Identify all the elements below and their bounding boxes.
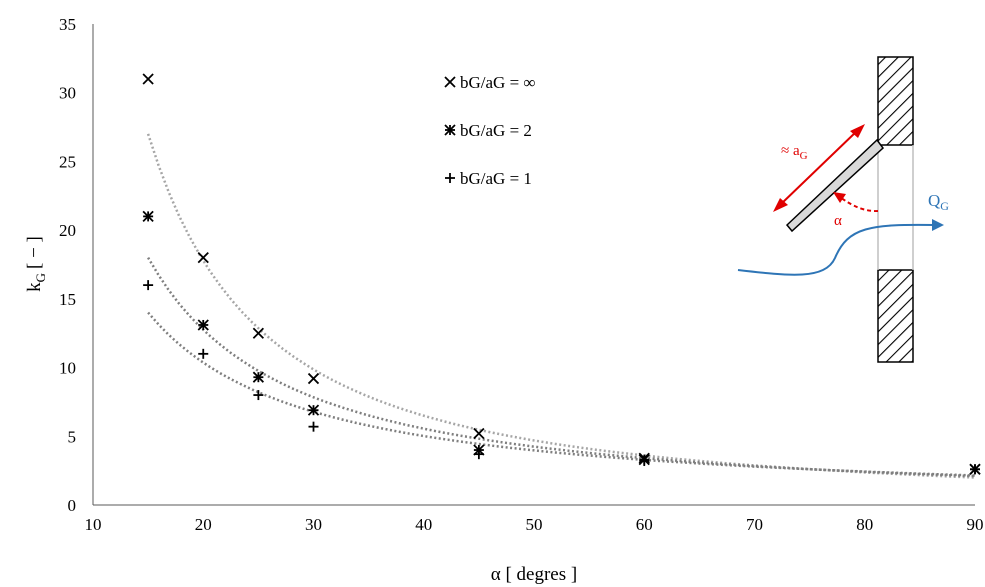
data-point-asterisk: [307, 404, 320, 416]
trendlines: [146, 133, 976, 479]
x-tick-label: 20: [195, 515, 212, 534]
data-point-x: [252, 327, 265, 339]
x-tick-label: 40: [415, 515, 432, 534]
angle-label: α: [834, 213, 842, 229]
data-point-x: [473, 427, 485, 440]
data-point-asterisk: [142, 210, 154, 223]
data-point-plus: [473, 449, 484, 460]
y-axis-label-main: k: [24, 282, 45, 292]
y-axis-label-sub: G: [33, 273, 48, 282]
legend-label-series-2: bG/aG = 2: [460, 121, 532, 140]
data-point-x: [307, 372, 320, 385]
legend-marker: [445, 173, 455, 183]
y-tick-label: 10: [59, 359, 76, 378]
legend: bG/aG = ∞ bG/aG = 2 bG/aG = 1: [444, 73, 536, 188]
angle-arrowhead: [833, 192, 846, 203]
y-tick-label: 35: [59, 15, 76, 34]
data-point-x: [142, 73, 154, 85]
data-point-plus: [253, 390, 264, 401]
axes: [92, 24, 975, 506]
data-point-plus: [198, 348, 209, 359]
data-point-plus: [143, 280, 154, 291]
y-axis-label: kG [ − ]: [24, 236, 48, 292]
data-point-asterisk: [197, 319, 209, 331]
upper-wall-block: [877, 56, 914, 146]
length-label: ≈ aG: [781, 143, 808, 162]
length-arrow: [773, 124, 865, 212]
legend-marker-x-icon: [444, 76, 456, 88]
x-axis-label: α [ degres ]: [491, 564, 577, 585]
legend-marker: [444, 76, 456, 88]
legend-item-series-3: bG/aG = 1: [445, 169, 532, 188]
x-tick-label: 50: [526, 515, 543, 534]
legend-marker-plus-icon: [445, 173, 455, 183]
flow-label: QG: [928, 191, 949, 213]
x-tick-label: 80: [856, 515, 873, 534]
legend-label-series-1: bG/aG = ∞: [460, 73, 536, 92]
y-tick-labels: 0 5 10 15 20 25 30 35: [59, 15, 76, 515]
flow-arrowhead: [932, 219, 944, 231]
x-tick-label: 70: [746, 515, 763, 534]
trendline-series-1: [146, 133, 976, 479]
data-point-x: [197, 251, 209, 264]
trendline-series-3: [147, 311, 976, 477]
x-tick-label: 90: [967, 515, 984, 534]
data-point-plus: [639, 456, 650, 467]
data-point-plus: [308, 421, 319, 432]
data-point-plus: [970, 464, 980, 475]
data-markers: [142, 73, 981, 475]
y-tick-label: 30: [59, 84, 76, 103]
legend-marker: [444, 124, 456, 136]
legend-item-series-1: bG/aG = ∞: [444, 73, 536, 92]
x-tick-label: 60: [636, 515, 653, 534]
y-tick-label: 25: [59, 152, 76, 171]
y-axis-label-unit: [ − ]: [24, 236, 45, 269]
flow-arrow: [737, 223, 936, 276]
legend-item-series-2: bG/aG = 2: [444, 121, 532, 140]
lower-wall-block: [877, 269, 914, 363]
angle-arc: [839, 196, 879, 213]
svg-text:kG[ − ]: kG [ − ]: [24, 236, 48, 292]
legend-marker-asterisk-icon: [444, 124, 456, 136]
trendline-series-2: [147, 256, 976, 478]
inset-diagram: ≈ aG α QG: [737, 56, 949, 363]
x-tick-label: 10: [85, 515, 102, 534]
y-tick-label: 15: [59, 290, 76, 309]
data-point-asterisk: [252, 371, 265, 383]
x-tick-label: 30: [305, 515, 322, 534]
legend-label-series-3: bG/aG = 1: [460, 169, 532, 188]
y-tick-label: 20: [59, 221, 76, 240]
gate-plate: [785, 138, 885, 233]
x-tick-labels: 10 20 30 40 50 60 70 80 90: [85, 515, 984, 534]
y-tick-label: 0: [68, 496, 77, 515]
y-tick-label: 5: [68, 427, 77, 446]
